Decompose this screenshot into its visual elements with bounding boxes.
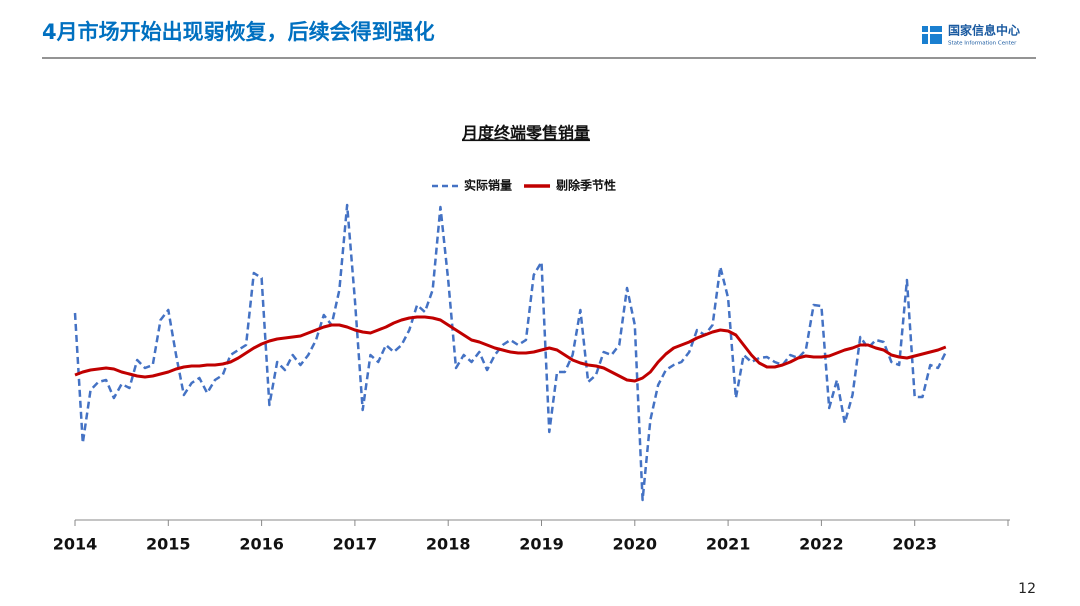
x-tick-label: 2017	[333, 535, 378, 554]
series-line	[74, 315, 947, 383]
x-tick-label: 2021	[706, 535, 751, 554]
logo-icon	[922, 26, 942, 44]
x-tick-label: 2019	[519, 535, 564, 554]
x-tick-label: 2020	[613, 535, 658, 554]
page-number: 12	[1018, 581, 1036, 597]
legend-label: 剔除季节性	[555, 178, 616, 193]
x-tick-label: 2022	[799, 535, 844, 554]
logo-text: 国家信息中心	[948, 23, 1020, 38]
x-tick-label: 2014	[53, 535, 98, 554]
slide-title: 4月市场开始出现弱恢复，后续会得到强化	[42, 20, 435, 44]
x-tick-label: 2018	[426, 535, 471, 554]
logo-subtext: State Information Center	[948, 41, 1017, 47]
x-tick-label: 2015	[146, 535, 191, 554]
chart-title: 月度终端零售销量	[461, 124, 590, 143]
x-tick-label: 2016	[239, 535, 284, 554]
legend-label: 实际销量	[464, 178, 512, 193]
x-tick-label: 2023	[892, 535, 937, 554]
series-line	[73, 203, 947, 502]
